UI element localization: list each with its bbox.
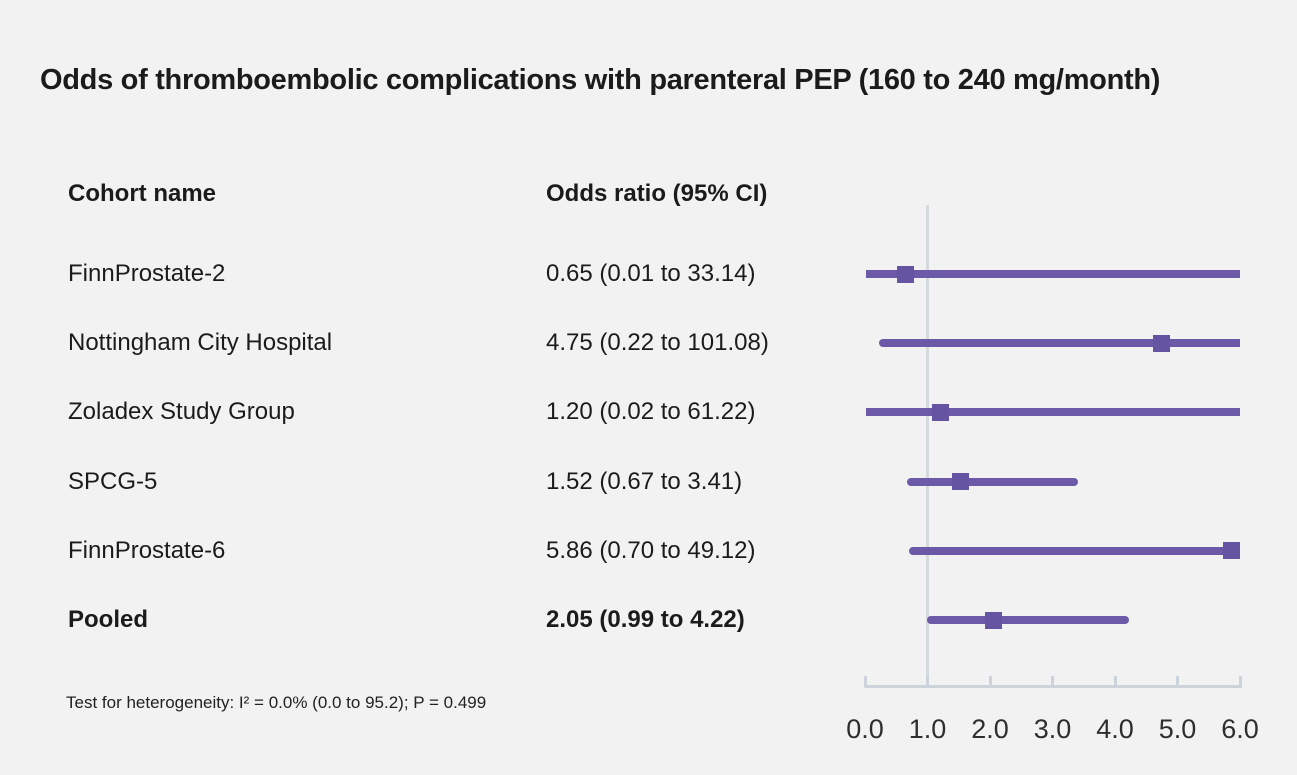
row-value: 5.86 (0.70 to 49.12)	[546, 536, 756, 564]
axis-tick	[863, 676, 867, 686]
row-label: Pooled	[68, 606, 149, 633]
axis-tick-label: 4.0	[1096, 714, 1134, 744]
axis-tick-label: 5.0	[1158, 714, 1197, 744]
confidence-interval-line	[865, 270, 1240, 278]
page-title: Odds of thromboembolic complications wit…	[40, 64, 1161, 96]
row-value: 1.52 (0.67 to 3.41)	[546, 467, 743, 495]
axis-baseline	[863, 685, 1242, 688]
axis-tick	[1113, 676, 1117, 686]
confidence-interval-line	[926, 616, 1129, 624]
reference-line	[926, 205, 929, 688]
axis-tick	[988, 676, 992, 686]
axis-tick-label: 6.0	[1221, 714, 1259, 744]
odds-ratio-marker	[1153, 334, 1171, 352]
axis-tick-label: 0.0	[846, 714, 884, 744]
row-label: Nottingham City Hospital	[68, 329, 333, 357]
row-value: 0.65 (0.01 to 33.14)	[546, 260, 756, 287]
odds-ratio-marker	[897, 265, 915, 283]
axis-tick-label: 3.0	[1033, 714, 1072, 744]
row-value: 4.75 (0.22 to 101.08)	[546, 329, 769, 357]
axis-tick	[1176, 676, 1179, 686]
axis-tick-label: 1.0	[908, 714, 947, 744]
confidence-interval-line	[878, 339, 1240, 348]
row-label: SPCG-5	[68, 467, 158, 495]
confidence-interval-line	[906, 477, 1079, 486]
axis-tick	[926, 676, 929, 686]
axis-tick-label: 2.0	[971, 714, 1009, 744]
row-label: FinnProstate-6	[68, 536, 226, 564]
confidence-interval-line	[866, 408, 1240, 417]
row-label: Zoladex Study Group	[68, 398, 295, 426]
row-label: FinnProstate-2	[68, 260, 226, 287]
odds-ratio-marker	[931, 403, 949, 421]
axis-tick	[1051, 676, 1054, 686]
axis-tick	[1238, 676, 1242, 686]
row-value: 1.20 (0.02 to 61.22)	[546, 398, 756, 426]
column-header-odds-ratio: Odds ratio (95% CI)	[546, 180, 768, 207]
odds-ratio-marker	[984, 611, 1002, 629]
row-value: 2.05 (0.99 to 4.22)	[546, 606, 745, 633]
column-header-cohort: Cohort name	[68, 180, 217, 207]
heterogeneity-note: Test for heterogeneity: I² = 0.0% (0.0 t…	[66, 693, 487, 712]
odds-ratio-marker	[951, 473, 969, 491]
odds-ratio-marker	[1222, 542, 1240, 560]
confidence-interval-line	[908, 546, 1240, 555]
